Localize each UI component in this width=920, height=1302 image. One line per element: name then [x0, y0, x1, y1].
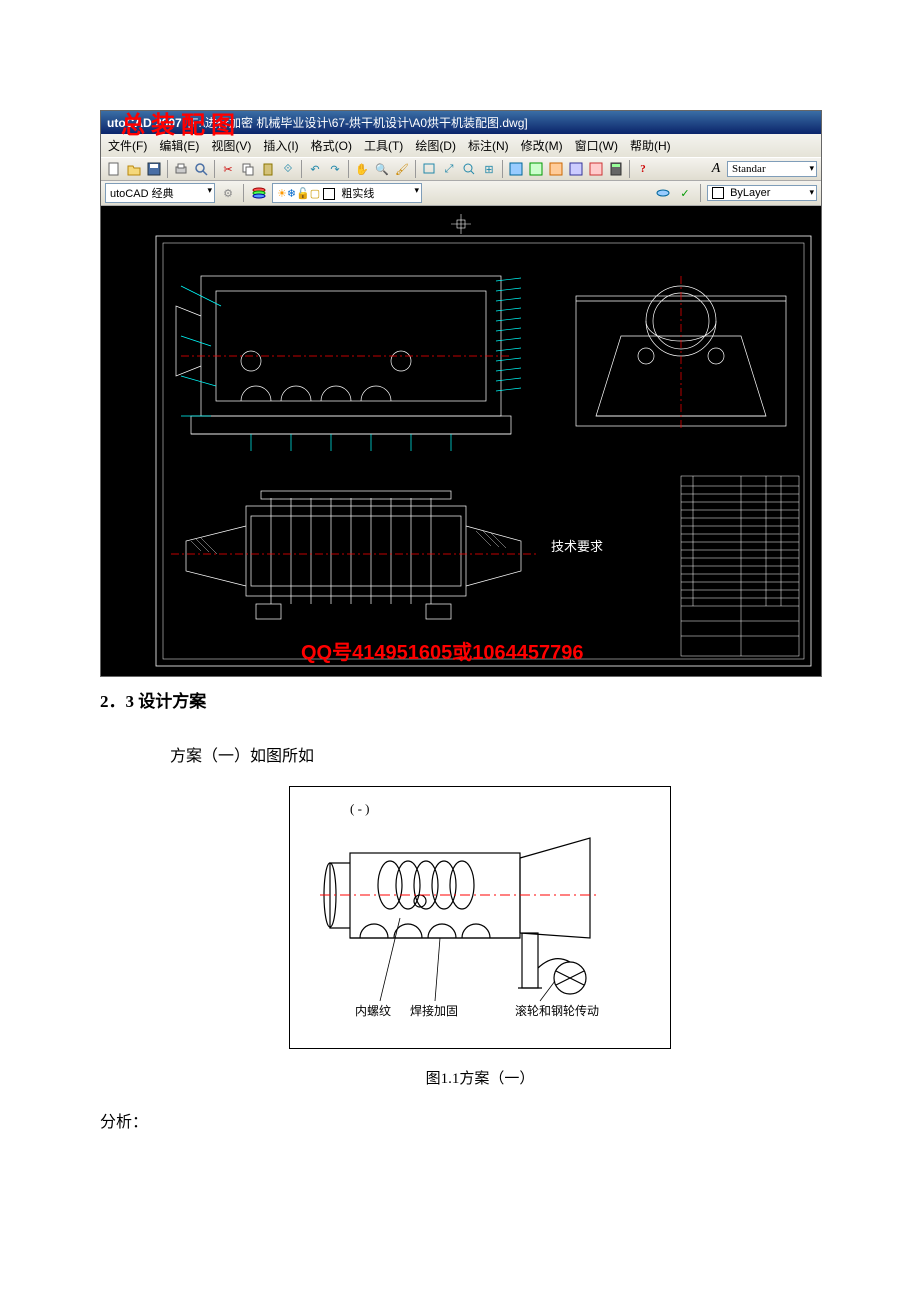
print-icon[interactable]: [172, 160, 190, 178]
layer-prev-icon[interactable]: [654, 184, 672, 202]
figure-scheme-1: ( - ): [289, 786, 671, 1049]
menu-help[interactable]: 帮助(H): [627, 136, 674, 155]
color-combo[interactable]: ByLayer: [707, 185, 817, 201]
scheme-intro: 方案（一）如图所如: [170, 742, 860, 766]
cut-icon[interactable]: ✂: [219, 160, 237, 178]
layer-combo[interactable]: ☀❄🔓▢ 粗实线: [272, 183, 422, 203]
zoom-rt-icon[interactable]: 🔍: [373, 160, 391, 178]
qq-watermark: QQ号414951605或1064457796: [301, 636, 583, 665]
titlebar: 总装配图 utoCAD 2007 [F:\进行加密 机械毕业设计\67-烘干机设…: [101, 111, 821, 134]
save-icon[interactable]: [145, 160, 163, 178]
figure-caption: 图1.1方案（一）: [100, 1067, 860, 1088]
figure-label-top: ( - ): [350, 801, 660, 817]
menu-window[interactable]: 窗口(W): [572, 136, 621, 155]
label-drive: 滚轮和钢轮传动: [515, 1003, 599, 1018]
label-weld: 焊接加固: [410, 1003, 458, 1018]
menu-tools[interactable]: 工具(T): [361, 136, 406, 155]
workspace-combo[interactable]: utoCAD 经典: [105, 183, 215, 203]
drawing-canvas[interactable]: 技术要求 QQ号414951605或1064457796: [101, 206, 821, 676]
copy-icon[interactable]: [239, 160, 257, 178]
overlay-title: 总装配图: [121, 105, 241, 140]
menu-insert[interactable]: 插入(I): [260, 136, 301, 155]
toolbar-main: ✂ ⟐ ↶ ↷ ✋ 🔍 🖌 ⤢ ⊞ ? A: [101, 157, 821, 181]
layer-mgr-icon[interactable]: [250, 184, 268, 202]
menu-dimension[interactable]: 标注(N): [465, 136, 512, 155]
style-combo[interactable]: Standar: [727, 161, 817, 177]
preview-icon[interactable]: [192, 160, 210, 178]
autocad-window: 总装配图 utoCAD 2007 [F:\进行加密 机械毕业设计\67-烘干机设…: [100, 110, 822, 677]
menu-draw[interactable]: 绘图(D): [412, 136, 459, 155]
zoom-win-icon[interactable]: [420, 160, 438, 178]
open-icon[interactable]: [125, 160, 143, 178]
sheet-icon[interactable]: [567, 160, 585, 178]
layer-states-icon[interactable]: ✓: [676, 184, 694, 202]
paste-icon[interactable]: [259, 160, 277, 178]
ws-settings-icon[interactable]: ⚙: [219, 184, 237, 202]
undo-icon[interactable]: ↶: [306, 160, 324, 178]
menu-modify[interactable]: 修改(M): [518, 136, 566, 155]
toolbar-layers: utoCAD 经典 ⚙ ☀❄🔓▢ 粗实线 ✓ ByLayer: [101, 181, 821, 206]
zoom-all-icon[interactable]: ⊞: [480, 160, 498, 178]
dcenter-icon[interactable]: [527, 160, 545, 178]
brush-icon[interactable]: 🖌: [393, 160, 411, 178]
markup-icon[interactable]: [587, 160, 605, 178]
zoom-ext-icon[interactable]: ⤢: [440, 160, 458, 178]
section-heading: 2．3 设计方案: [100, 687, 860, 712]
new-icon[interactable]: [105, 160, 123, 178]
text-a-icon[interactable]: A: [707, 160, 725, 178]
zoom-prev-icon[interactable]: [460, 160, 478, 178]
analysis-label: 分析：: [100, 1108, 860, 1132]
tool-pal-icon[interactable]: [547, 160, 565, 178]
calc-icon[interactable]: [607, 160, 625, 178]
pan-icon[interactable]: ✋: [353, 160, 371, 178]
help-icon[interactable]: ?: [634, 160, 652, 178]
props-icon[interactable]: [507, 160, 525, 178]
redo-icon[interactable]: ↷: [326, 160, 344, 178]
match-icon[interactable]: ⟐: [279, 160, 297, 178]
label-inner-thread: 内螺纹: [355, 1004, 391, 1018]
menu-format[interactable]: 格式(O): [308, 136, 355, 155]
tech-requirement-label: 技术要求: [551, 536, 603, 555]
